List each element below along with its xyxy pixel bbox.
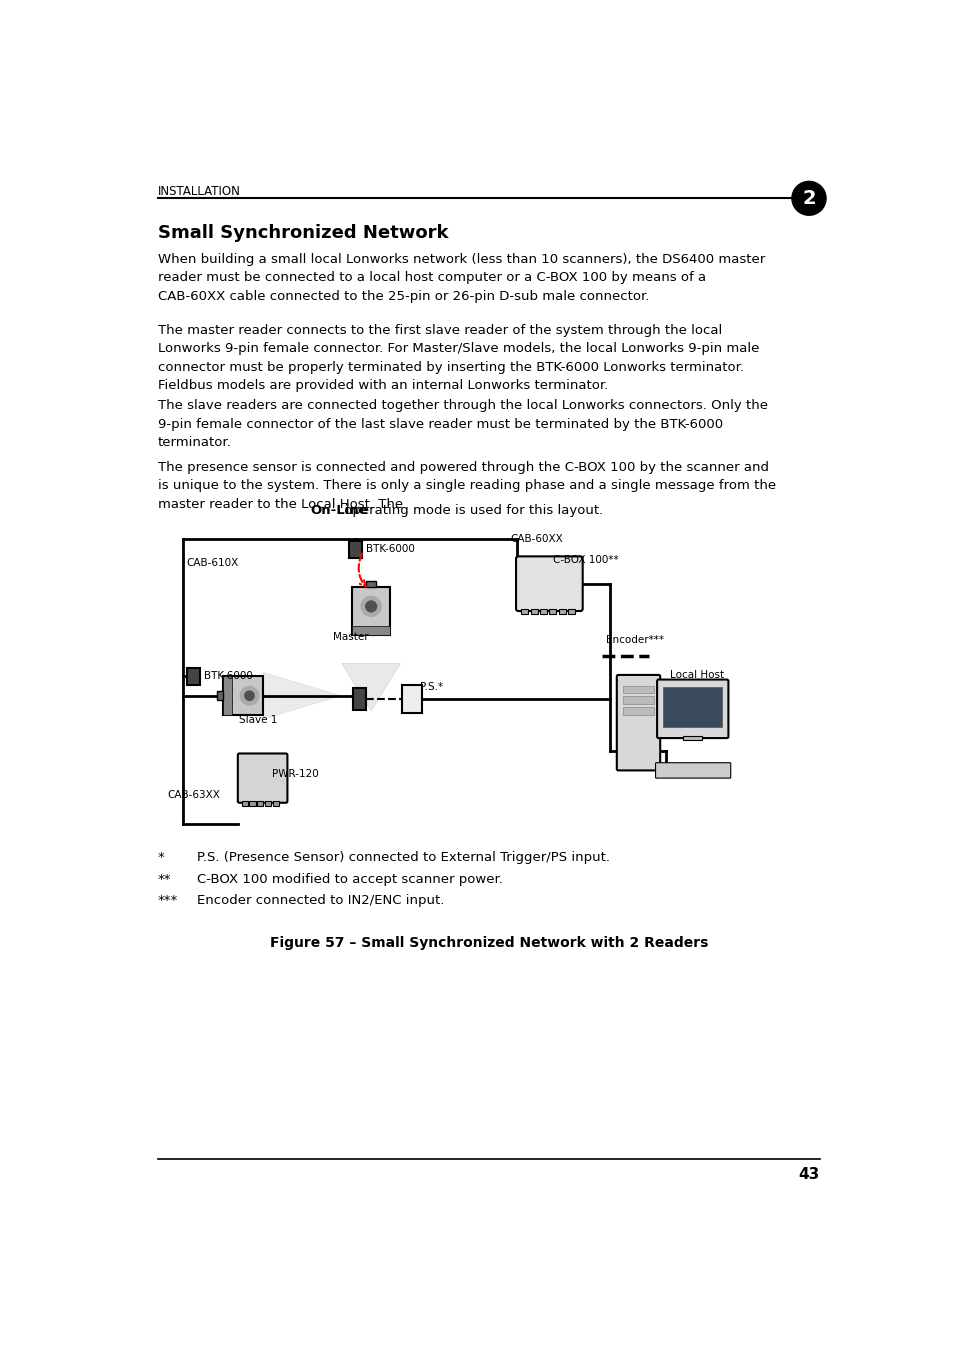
Circle shape (360, 596, 381, 616)
Text: When building a small local Lonworks network (less than 10 scanners), the DS6400: When building a small local Lonworks net… (158, 253, 764, 303)
FancyBboxPatch shape (237, 754, 287, 802)
Polygon shape (341, 663, 400, 711)
Bar (223, 677, 232, 715)
Bar (273, 801, 278, 805)
Text: ***: *** (158, 894, 178, 908)
Text: P.S. (Presence Sensor) connected to External Trigger/PS input.: P.S. (Presence Sensor) connected to Exte… (196, 851, 609, 865)
Text: CAB-63XX: CAB-63XX (167, 790, 220, 800)
Bar (682, 736, 701, 740)
Bar (622, 686, 654, 693)
Text: Local Host: Local Host (669, 670, 723, 681)
Bar (352, 627, 390, 635)
Text: Encoder***: Encoder*** (605, 635, 663, 644)
Text: Master: Master (333, 632, 369, 642)
Text: CAB-610X: CAB-610X (187, 558, 238, 567)
Bar (567, 609, 575, 615)
Text: BTK-6000: BTK-6000 (204, 671, 253, 681)
FancyBboxPatch shape (655, 763, 730, 778)
Text: BTK-6000: BTK-6000 (366, 544, 415, 554)
Bar (352, 588, 390, 635)
Text: 43: 43 (798, 1167, 819, 1182)
Text: **: ** (158, 873, 172, 886)
Bar (187, 667, 199, 685)
Text: PWR-120: PWR-120 (272, 769, 318, 780)
FancyBboxPatch shape (657, 680, 728, 738)
Text: Encoder connected to IN2/ENC input.: Encoder connected to IN2/ENC input. (196, 894, 444, 908)
Text: Figure 57 – Small Synchronized Network with 2 Readers: Figure 57 – Small Synchronized Network w… (270, 936, 707, 950)
Circle shape (791, 181, 825, 215)
Bar (216, 692, 223, 700)
FancyBboxPatch shape (516, 557, 582, 611)
Text: Slave 1: Slave 1 (239, 715, 277, 725)
Text: P.S.*: P.S.* (419, 682, 442, 692)
Circle shape (245, 692, 253, 700)
Text: C-BOX 100 modified to accept scanner power.: C-BOX 100 modified to accept scanner pow… (196, 873, 502, 886)
Bar (662, 688, 721, 727)
Bar (249, 801, 255, 805)
Text: operating mode is used for this layout.: operating mode is used for this layout. (339, 504, 602, 517)
Bar (402, 685, 422, 713)
Text: On-Line: On-Line (310, 504, 367, 517)
Circle shape (365, 601, 376, 612)
Circle shape (240, 686, 258, 705)
Bar (349, 540, 361, 558)
Bar (539, 609, 546, 615)
Bar (530, 609, 537, 615)
Bar (549, 609, 556, 615)
Text: Small Synchronized Network: Small Synchronized Network (158, 224, 448, 242)
Text: The presence sensor is connected and powered through the C-BOX 100 by the scanne: The presence sensor is connected and pow… (158, 461, 776, 511)
Bar (622, 697, 654, 704)
Bar (257, 801, 263, 805)
Text: C-BOX 100**: C-BOX 100** (553, 555, 618, 565)
Bar (558, 609, 565, 615)
Text: The slave readers are connected together through the local Lonworks connectors. : The slave readers are connected together… (158, 400, 767, 450)
Text: CAB-60XX: CAB-60XX (510, 534, 563, 544)
Text: *: * (158, 851, 165, 865)
Bar (353, 688, 365, 709)
Text: 2: 2 (801, 189, 815, 208)
Bar (521, 609, 528, 615)
FancyBboxPatch shape (617, 676, 659, 770)
Text: The master reader connects to the first slave reader of the system through the l: The master reader connects to the first … (158, 324, 759, 392)
Bar (241, 801, 248, 805)
Bar (622, 708, 654, 715)
Text: INSTALLATION: INSTALLATION (158, 185, 240, 197)
Bar (223, 677, 263, 715)
Polygon shape (263, 673, 340, 719)
Bar (265, 801, 271, 805)
Bar (366, 581, 375, 588)
